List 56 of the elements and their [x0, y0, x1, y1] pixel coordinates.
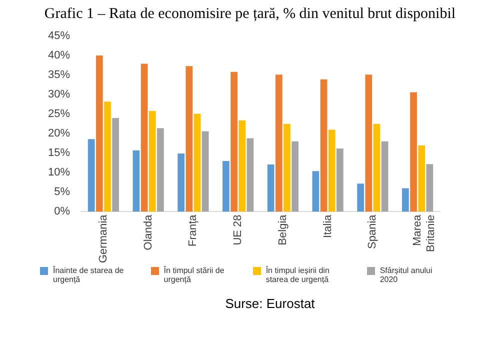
bar	[418, 145, 426, 212]
y-tick-label: 45%	[48, 30, 70, 42]
bar	[381, 141, 388, 212]
bar	[402, 188, 409, 212]
bar	[284, 124, 290, 212]
y-tick-label: 25%	[48, 108, 70, 120]
bar	[328, 130, 336, 212]
bar	[104, 102, 111, 212]
bar	[357, 184, 364, 212]
bar	[88, 139, 95, 212]
bar	[157, 128, 164, 212]
bar	[140, 64, 148, 212]
y-tick-label: 15%	[48, 147, 70, 160]
y-tick-label: 20%	[48, 128, 70, 140]
y-tick-label: 30%	[48, 88, 70, 101]
bar	[238, 120, 246, 212]
y-tick-label: 0%	[54, 206, 70, 218]
x-tick-label: Marea Britanie	[412, 214, 437, 252]
bar	[194, 114, 201, 212]
y-tick-label: 10%	[48, 166, 70, 179]
legend-label: Înainte de starea de urgență	[53, 266, 125, 284]
legend-label: În timpul stării de urgență	[164, 266, 226, 284]
bar	[246, 138, 254, 212]
bar	[112, 118, 119, 212]
bar	[222, 160, 230, 212]
bar	[312, 171, 320, 212]
x-tick-label: Italia	[322, 214, 334, 238]
bar	[320, 79, 328, 212]
x-tick-label: Olanda	[142, 214, 154, 250]
y-tick-label: 5%	[54, 186, 70, 198]
x-tick-label: UE 28	[232, 214, 244, 246]
bar	[275, 74, 282, 212]
legend-label: Sfârșitul anului 2020	[380, 266, 434, 284]
x-tick-label: Franța	[187, 214, 200, 246]
x-tick-label: Germania	[97, 214, 110, 263]
bar	[230, 72, 238, 212]
y-tick-label: 35%	[48, 69, 70, 82]
text: Surse: Eurostat	[224, 296, 316, 311]
legend-label: În timpul ieșirii din starea de urgență	[266, 266, 330, 284]
bar	[148, 110, 156, 212]
bar	[202, 131, 209, 212]
bar	[426, 164, 434, 212]
chart-title: Grafic 1 – Rata de economisire pe țară, % din venitul brut disponibil	[43, 6, 457, 24]
x-tick-label: Belgia	[276, 214, 289, 246]
bar	[267, 164, 274, 212]
bar	[186, 66, 193, 212]
bar	[132, 150, 140, 212]
bar	[292, 141, 298, 212]
bar	[178, 154, 185, 212]
x-tick-label: Spania	[366, 214, 379, 249]
bar	[373, 124, 380, 212]
bar	[96, 56, 103, 212]
bar	[336, 148, 344, 212]
bar	[410, 92, 417, 212]
y-tick-label: 40%	[48, 50, 70, 62]
bar	[365, 74, 372, 212]
